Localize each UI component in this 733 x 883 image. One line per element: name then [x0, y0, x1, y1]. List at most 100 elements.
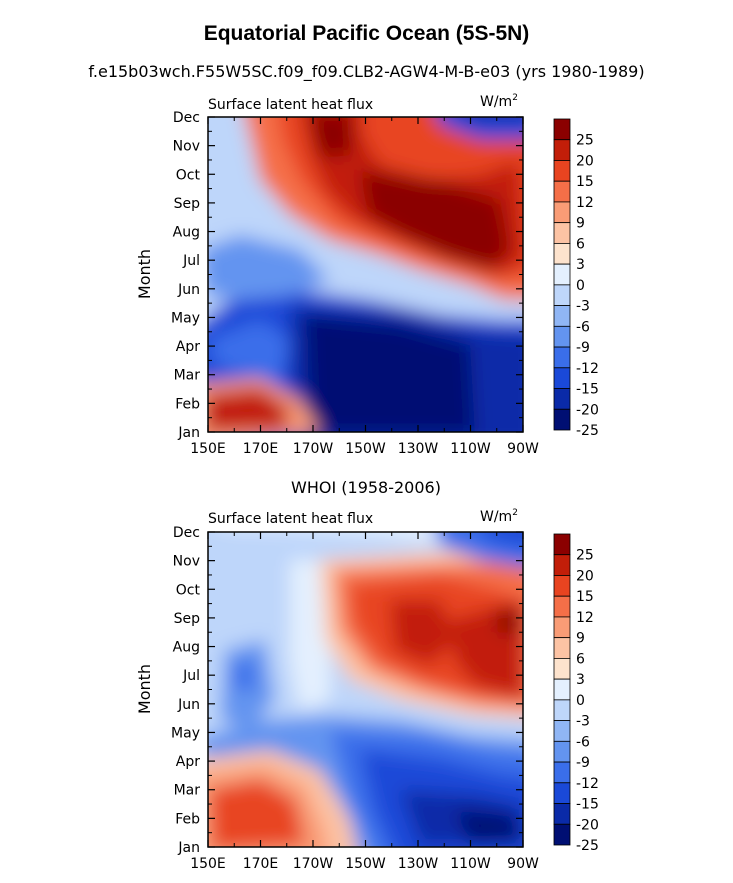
y-axis-label: Month	[135, 249, 154, 299]
x-tick-label: 150W	[345, 856, 386, 872]
panel-left-label: Surface latent heat flux	[208, 97, 373, 113]
x-tick-label: 150E	[190, 856, 226, 872]
colorbar-label: 15	[576, 174, 594, 190]
colorbar-swatch	[553, 720, 571, 742]
colorbar-swatch	[553, 118, 571, 141]
y-tick-label: Oct	[176, 167, 201, 183]
colorbar-swatch	[553, 699, 571, 721]
colorbar-label: -20	[576, 402, 599, 418]
y-tick-label: Aug	[173, 640, 200, 656]
colorbar-label: 25	[576, 548, 594, 564]
x-tick-label: 110W	[450, 856, 491, 872]
colorbar-swatch	[553, 408, 571, 431]
colorbar-swatch	[553, 367, 571, 389]
colorbar-swatch	[553, 823, 571, 846]
colorbar-swatch	[553, 803, 571, 825]
colorbar-swatch	[553, 284, 571, 307]
colorbar-swatch	[553, 575, 571, 597]
x-tick-label: 170W	[293, 441, 334, 457]
colorbar-swatch	[553, 305, 571, 327]
colorbar-label: -15	[576, 797, 599, 813]
field-region-max	[360, 170, 510, 270]
colorbar-swatch	[553, 139, 571, 161]
colorbar-label: -6	[576, 734, 590, 750]
field-region-min	[305, 315, 475, 432]
y-tick-label: May	[171, 725, 200, 741]
x-tick-label: 150E	[190, 441, 226, 457]
field-region-negative	[232, 660, 255, 690]
colorbar-swatch	[553, 346, 571, 369]
y-tick-label: Dec	[173, 525, 200, 541]
colorbar-label: 25	[576, 133, 594, 149]
unit-text: W/m	[480, 509, 512, 525]
x-tick-label: 110W	[450, 441, 491, 457]
x-tick-label: 170W	[293, 856, 334, 872]
colorbar-swatch	[553, 533, 571, 556]
field-region-negative	[483, 532, 523, 547]
panel-unit-label: W/m2	[480, 93, 518, 110]
x-tick-label: 150W	[345, 441, 386, 457]
colorbar-label: -15	[576, 382, 599, 398]
colorbar-swatch	[553, 388, 571, 410]
unit-exponent: 2	[512, 93, 518, 103]
y-tick-label: Jul	[182, 253, 200, 269]
colorbar-label: 20	[576, 153, 594, 169]
y-tick-label: Oct	[176, 582, 201, 598]
colorbar-swatch	[553, 160, 571, 182]
field-region-neutral	[290, 560, 330, 710]
y-tick-label: May	[171, 310, 200, 326]
y-tick-label: Aug	[173, 225, 200, 241]
panel-unit-label: W/m2	[480, 508, 518, 525]
colorbar-swatch	[553, 263, 571, 286]
colorbar-label: -12	[576, 361, 599, 377]
colorbar-swatch	[553, 554, 571, 576]
colorbar-swatch	[553, 637, 571, 659]
colorbar-label: -20	[576, 817, 599, 833]
colorbar-label: 3	[576, 257, 585, 273]
y-tick-label: Apr	[176, 339, 200, 355]
unit-exponent: 2	[512, 508, 518, 518]
field-region-positive	[208, 388, 290, 432]
y-tick-label: Nov	[173, 139, 200, 155]
colorbar-label: 15	[576, 589, 594, 605]
y-tick-label: Mar	[174, 368, 201, 384]
x-tick-label: 90W	[507, 441, 539, 457]
contour-field	[208, 532, 523, 847]
colorbar-swatch	[553, 658, 571, 680]
colorbar-swatch	[553, 242, 571, 265]
field-region-positive	[390, 600, 455, 665]
colorbar-label: -25	[576, 838, 599, 854]
contour-field	[208, 117, 523, 432]
colorbar-swatch	[553, 595, 571, 618]
page-title: Equatorial Pacific Ocean (5S-5N)	[203, 22, 530, 45]
page-subtitle: f.e15b03wch.F55W5SC.f09_f09.CLB2-AGW4-M-…	[88, 62, 645, 81]
colorbar-label: 6	[576, 651, 585, 667]
colorbar-label: -3	[576, 714, 590, 730]
x-tick-label: 130W	[398, 856, 439, 872]
field-region-max	[309, 117, 352, 158]
y-axis-label: Month	[135, 664, 154, 714]
colorbar-swatch	[553, 180, 571, 203]
panel-left-label: Surface latent heat flux	[208, 511, 373, 527]
y-tick-label: Jul	[182, 668, 200, 684]
colorbar-swatch	[553, 222, 571, 244]
field-region-negative	[210, 320, 290, 380]
y-tick-label: Nov	[173, 554, 200, 570]
colorbar-swatch	[553, 740, 571, 763]
colorbar-swatch	[553, 782, 571, 804]
colorbar-label: 6	[576, 236, 585, 252]
colorbar-label: -9	[576, 755, 590, 771]
colorbar-swatch	[553, 201, 571, 224]
colorbar-label: 12	[576, 195, 594, 211]
colorbar-swatch	[553, 325, 571, 348]
colorbar-label: 9	[576, 216, 585, 232]
y-tick-label: Sep	[174, 196, 201, 212]
y-tick-label: Jan	[177, 425, 200, 441]
colorbar-label: 0	[576, 693, 585, 709]
y-tick-label: Jan	[177, 840, 200, 856]
y-tick-label: Jun	[177, 282, 200, 298]
x-tick-label: 170E	[243, 441, 279, 457]
x-tick-label: 170E	[243, 856, 279, 872]
field-region-max	[495, 610, 520, 635]
